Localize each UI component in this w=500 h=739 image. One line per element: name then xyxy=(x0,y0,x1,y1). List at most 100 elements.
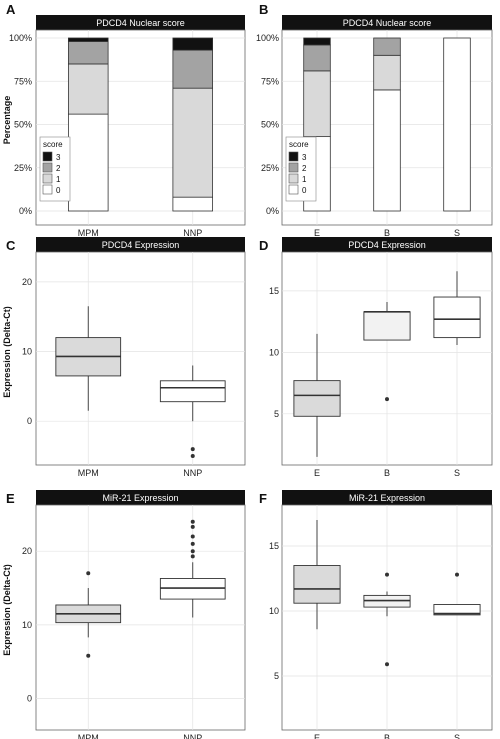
bar-segment-score-2 xyxy=(373,37,401,56)
y-tick-label: 50% xyxy=(261,120,279,130)
legend-swatch-score-0 xyxy=(288,184,299,195)
legend-label: 0 xyxy=(302,186,307,195)
x-tick-label: B xyxy=(384,733,390,739)
outlier-point xyxy=(190,524,195,529)
x-tick-label: S xyxy=(454,228,460,238)
panel-c: C PDCD4 Expression Expression (Delta-Ct) 0 1… xyxy=(2,237,246,478)
bar-segment-score-0 xyxy=(67,113,109,212)
outlier-point xyxy=(455,572,459,577)
outlier-point xyxy=(190,554,195,559)
outlier-point xyxy=(385,662,389,667)
x-tick-label: B xyxy=(384,228,390,238)
y-tick-label: 0 xyxy=(27,694,32,704)
x-tick-label: MPM xyxy=(78,733,99,739)
y-tick-label: 0% xyxy=(266,206,279,216)
title-strip xyxy=(36,15,245,30)
legend-swatch-score-2 xyxy=(288,162,299,173)
panel-a: A PDCD4 Nuclear score Percentage 0% 25% 50% 75… xyxy=(2,2,246,238)
y-tick-label: 75% xyxy=(14,76,32,86)
outlier-point xyxy=(190,454,195,459)
box-s xyxy=(433,604,481,616)
y-axis-title: Expression (Delta-Ct) xyxy=(2,306,12,398)
x-tick-label: S xyxy=(454,733,460,739)
title-strip xyxy=(282,490,492,505)
legend-label: 2 xyxy=(56,164,61,173)
y-tick-label: 50% xyxy=(14,120,32,130)
outlier-point xyxy=(190,549,195,554)
y-tick-label: 25% xyxy=(261,163,279,173)
outlier-point xyxy=(190,519,195,524)
y-tick-label: 15 xyxy=(269,286,279,296)
y-tick-label: 10 xyxy=(22,620,32,630)
y-tick-label: 0% xyxy=(19,206,32,216)
legend-title: score xyxy=(289,140,309,149)
y-axis-title: Percentage xyxy=(2,96,12,145)
y-tick-label: 5 xyxy=(274,671,279,681)
bar-segment-score-1 xyxy=(67,63,109,115)
x-tick-label: MPM xyxy=(78,468,99,478)
y-tick-label: 20 xyxy=(22,546,32,556)
box-b xyxy=(363,311,411,341)
legend-label: 2 xyxy=(302,164,307,173)
title-strip xyxy=(282,15,492,30)
title-strip xyxy=(36,237,245,252)
bar-segment-score-0 xyxy=(373,89,401,212)
bar-segment-score-0 xyxy=(172,196,214,212)
legend-swatch-score-0 xyxy=(42,184,53,195)
panel-b: B PDCD4 Nuclear score 0% 25% 50% 75% 100% score… xyxy=(256,2,493,238)
panel-letter: C xyxy=(6,238,16,253)
box-s xyxy=(433,296,481,339)
panel-letter: E xyxy=(6,491,15,506)
legend-swatch-score-2 xyxy=(42,162,53,173)
y-tick-label: 10 xyxy=(269,347,279,357)
y-tick-label: 10 xyxy=(22,347,32,357)
y-axis-title: Expression (Delta-Ct) xyxy=(2,564,12,656)
bar-segment-score-1 xyxy=(172,87,214,198)
x-tick-label: NNP xyxy=(183,468,202,478)
outlier-point xyxy=(86,653,91,658)
bar-segment-score-2 xyxy=(67,41,109,65)
x-tick-label: E xyxy=(314,468,320,478)
panel-d: D PDCD4 Expression 5 10 15 E B S xyxy=(259,237,493,478)
title-strip xyxy=(282,237,492,252)
bar-segment-score-3 xyxy=(303,37,331,46)
bar-segment-score-3 xyxy=(172,37,214,51)
panel-title: PDCD4 Expression xyxy=(348,240,426,250)
x-tick-label: MPM xyxy=(78,228,99,238)
y-tick-label: 100% xyxy=(256,33,279,43)
bar-segment-score-2 xyxy=(303,44,331,72)
legend-swatch-score-3 xyxy=(288,151,299,162)
outlier-point xyxy=(86,571,91,576)
y-tick-label: 20 xyxy=(22,277,32,287)
legend-swatch-score-1 xyxy=(42,173,53,184)
legend-swatch-score-1 xyxy=(288,173,299,184)
panel-letter: B xyxy=(259,2,268,17)
bar-segment-score-1 xyxy=(373,54,401,91)
legend-title: score xyxy=(43,140,63,149)
y-tick-label: 5 xyxy=(274,409,279,419)
outlier-point xyxy=(190,534,195,539)
panel-letter: D xyxy=(259,238,268,253)
panel-title: PDCD4 Nuclear score xyxy=(96,18,185,28)
bar-segment-score-0 xyxy=(443,37,471,212)
outlier-point xyxy=(190,541,195,546)
x-tick-label: S xyxy=(454,468,460,478)
bar-segment-score-3 xyxy=(67,37,109,42)
box-e xyxy=(293,565,341,604)
legend-swatch-score-3 xyxy=(42,151,53,162)
y-tick-label: 10 xyxy=(269,606,279,616)
outlier-point xyxy=(190,447,195,452)
bar-segment-score-2 xyxy=(172,49,214,89)
panel-f: F MiR-21 Expression 5 10 15 E B S xyxy=(259,490,493,739)
outlier-point xyxy=(385,397,389,402)
panel-letter: F xyxy=(259,491,267,506)
legend-label: 3 xyxy=(56,153,61,162)
y-tick-label: 25% xyxy=(14,163,32,173)
panel-title: PDCD4 Nuclear score xyxy=(343,18,432,28)
legend-label: 3 xyxy=(302,153,307,162)
x-tick-label: E xyxy=(314,733,320,739)
x-tick-label: E xyxy=(314,228,320,238)
panel-title: MiR-21 Expression xyxy=(102,493,178,503)
panel-title: MiR-21 Expression xyxy=(349,493,425,503)
bar-segment-score-1 xyxy=(303,70,331,138)
